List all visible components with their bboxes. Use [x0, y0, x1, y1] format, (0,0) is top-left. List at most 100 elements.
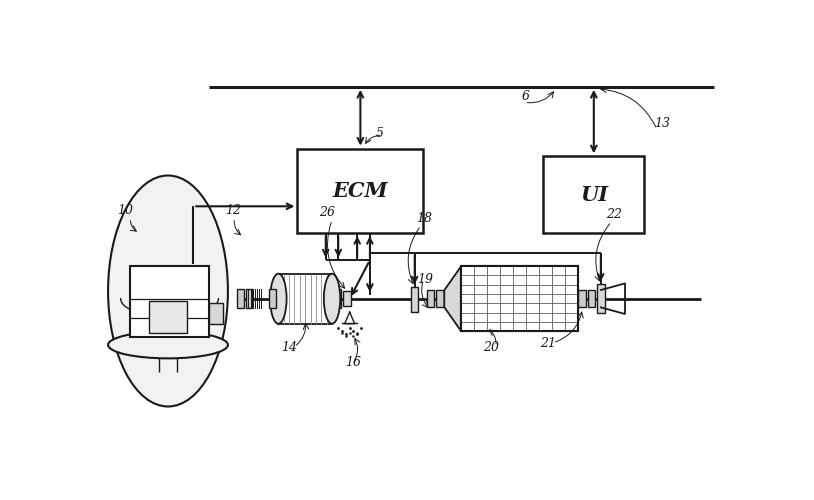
Bar: [526, 312, 539, 322]
Bar: [501, 284, 513, 294]
Bar: [462, 266, 475, 276]
Bar: [462, 322, 475, 332]
Bar: [269, 289, 277, 308]
Bar: [513, 312, 526, 322]
Bar: [565, 276, 578, 284]
Bar: [552, 284, 565, 294]
Text: 19: 19: [417, 274, 433, 286]
Bar: [475, 284, 488, 294]
Bar: [539, 294, 552, 304]
Bar: [588, 290, 595, 307]
Bar: [539, 266, 552, 276]
Bar: [436, 290, 444, 307]
Text: 16: 16: [344, 356, 361, 369]
Bar: [526, 284, 539, 294]
Text: 14: 14: [282, 340, 298, 353]
Bar: [462, 304, 475, 312]
Bar: [513, 276, 526, 284]
Bar: [462, 284, 475, 294]
Bar: [526, 294, 539, 304]
Bar: [552, 322, 565, 332]
Bar: [539, 322, 552, 332]
Bar: [552, 294, 565, 304]
Bar: [501, 312, 513, 322]
Text: 22: 22: [606, 208, 623, 221]
Text: 26: 26: [319, 206, 335, 219]
Bar: [149, 300, 187, 334]
Bar: [513, 304, 526, 312]
Bar: [334, 289, 342, 308]
Bar: [565, 266, 578, 276]
Bar: [411, 287, 418, 312]
Bar: [565, 294, 578, 304]
Bar: [565, 284, 578, 294]
Bar: [475, 294, 488, 304]
Bar: [488, 304, 501, 312]
Bar: [513, 284, 526, 294]
Bar: [238, 289, 243, 308]
Bar: [488, 276, 501, 284]
Bar: [475, 312, 488, 322]
Bar: [501, 304, 513, 312]
Bar: [501, 294, 513, 304]
Bar: [344, 291, 351, 306]
Text: UI: UI: [580, 184, 608, 205]
Text: 6: 6: [521, 90, 529, 104]
Bar: [246, 289, 252, 308]
Bar: [501, 266, 513, 276]
Polygon shape: [444, 266, 462, 332]
Bar: [552, 266, 565, 276]
Bar: [552, 312, 565, 322]
Bar: [297, 148, 423, 233]
Bar: [513, 294, 526, 304]
Ellipse shape: [108, 176, 228, 406]
Bar: [539, 304, 552, 312]
Bar: [488, 322, 501, 332]
Ellipse shape: [324, 274, 340, 324]
Bar: [501, 276, 513, 284]
Text: 13: 13: [654, 118, 670, 130]
Bar: [526, 322, 539, 332]
Bar: [539, 284, 552, 294]
Bar: [427, 290, 434, 307]
Bar: [526, 304, 539, 312]
Ellipse shape: [108, 332, 228, 358]
Bar: [488, 284, 501, 294]
Bar: [552, 276, 565, 284]
Bar: [526, 266, 539, 276]
Bar: [501, 322, 513, 332]
Bar: [539, 276, 552, 284]
Bar: [278, 274, 332, 324]
Text: 5: 5: [376, 127, 384, 140]
Bar: [539, 312, 552, 322]
Text: 20: 20: [484, 340, 500, 353]
Bar: [565, 322, 578, 332]
Ellipse shape: [270, 274, 287, 324]
Bar: [462, 266, 578, 332]
Bar: [209, 302, 223, 324]
Bar: [488, 294, 501, 304]
Text: 12: 12: [225, 204, 241, 217]
Bar: [130, 266, 209, 337]
Bar: [488, 266, 501, 276]
Bar: [488, 312, 501, 322]
Bar: [475, 322, 488, 332]
Bar: [552, 304, 565, 312]
Bar: [578, 290, 585, 307]
Bar: [565, 304, 578, 312]
Bar: [462, 266, 578, 332]
Bar: [462, 294, 475, 304]
Bar: [513, 322, 526, 332]
Bar: [462, 276, 475, 284]
Text: 10: 10: [117, 204, 133, 217]
Bar: [475, 276, 488, 284]
Bar: [565, 312, 578, 322]
Text: 18: 18: [416, 212, 432, 224]
Bar: [513, 266, 526, 276]
Bar: [462, 312, 475, 322]
Bar: [475, 304, 488, 312]
Bar: [597, 284, 605, 314]
Bar: [475, 266, 488, 276]
Text: ECM: ECM: [333, 181, 388, 201]
Bar: [544, 156, 645, 233]
